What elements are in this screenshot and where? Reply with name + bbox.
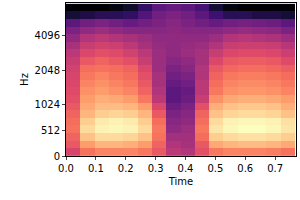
svg-text:0.4: 0.4	[178, 163, 194, 174]
svg-text:Time: Time	[168, 176, 193, 187]
svg-text:Hz: Hz	[19, 73, 30, 86]
svg-text:1024: 1024	[35, 99, 60, 110]
svg-text:4096: 4096	[35, 30, 60, 41]
svg-text:0.0: 0.0	[58, 163, 74, 174]
svg-text:2048: 2048	[35, 65, 60, 76]
svg-text:0.6: 0.6	[237, 163, 253, 174]
svg-text:0.5: 0.5	[207, 163, 223, 174]
svg-text:512: 512	[41, 125, 60, 136]
svg-text:0.1: 0.1	[88, 163, 104, 174]
svg-text:0: 0	[54, 151, 60, 162]
svg-text:0.2: 0.2	[118, 163, 134, 174]
svg-text:0.3: 0.3	[148, 163, 164, 174]
svg-text:0.7: 0.7	[267, 163, 283, 174]
